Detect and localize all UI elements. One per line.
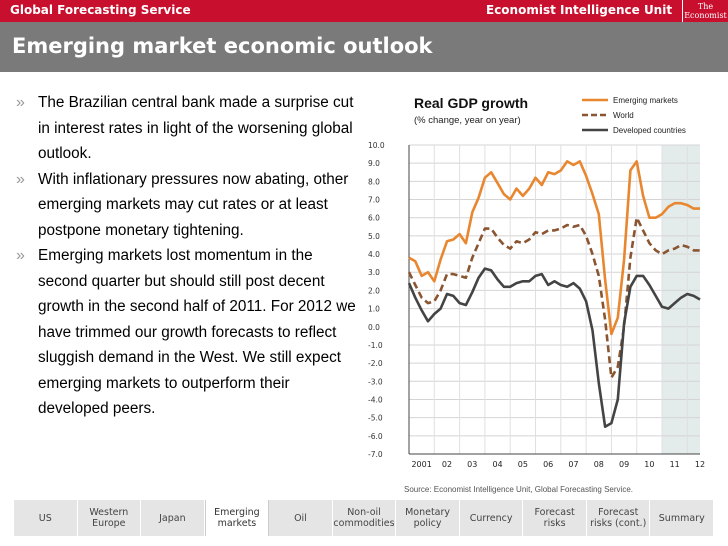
x-tick-label: 05: [518, 460, 528, 469]
x-tick-label: 02: [442, 460, 452, 469]
nav-tab-forecast-risks-cont[interactable]: Forecast risks (cont.): [587, 500, 651, 536]
nav-tab-monetary-policy[interactable]: Monetary policy: [396, 500, 460, 536]
legend-label: World: [613, 111, 634, 120]
bullet-item: » With inflationary pressures now abating…: [16, 167, 356, 244]
gdp-chart: 10.0 9.0 8.0 7.0 6.0 5.0 4.0 3.0 2.0 1.0 0.0 -1.0 -2…: [368, 95, 705, 494]
series-line-developed-countries: [407, 267, 701, 428]
y-tick-label: -6.0: [368, 432, 383, 441]
chart-subtitle: (% change, year on year): [414, 115, 521, 126]
y-tick-label: 5.0: [368, 232, 380, 241]
y-tick-label: 3.0: [368, 268, 380, 277]
unit-name: Economist Intelligence Unit: [486, 3, 673, 17]
bullet-list: » The Brazilian central bank made a surpr…: [16, 90, 356, 422]
bullet-text: The Brazilian central bank made a surpri…: [38, 94, 354, 162]
title-bar: Emerging market economic outlook: [0, 22, 728, 72]
bullet-mark: »: [16, 94, 25, 111]
slide-title: Emerging market economic outlook: [12, 34, 433, 58]
y-tick-label: 9.0: [368, 159, 380, 168]
y-tick-label: 10.0: [368, 141, 385, 150]
chart-source: Source: Economist Intelligence Unit, Glo…: [404, 485, 633, 494]
service-name: Global Forecasting Service: [10, 3, 191, 17]
x-tick-label: 09: [619, 460, 629, 469]
x-tick-label: 11: [670, 460, 680, 469]
bullet-text: With inflationary pressures now abating,…: [38, 170, 349, 239]
nav-tab-oil[interactable]: Oil: [269, 500, 333, 536]
y-tick-label: 1.0: [368, 305, 380, 314]
y-tick-label: -2.0: [368, 359, 383, 368]
x-tick-label: 10: [644, 460, 654, 469]
nav-tab-us[interactable]: US: [14, 500, 78, 536]
logo-line2: Economist: [684, 11, 727, 20]
nav-tab-non-oil-commodities[interactable]: Non-oil commodities: [333, 500, 397, 536]
x-tick-label: 2001: [411, 460, 431, 469]
x-tick-label: 04: [492, 460, 502, 469]
x-tick-label: 06: [543, 460, 553, 469]
y-tick-label: -7.0: [368, 450, 383, 459]
y-tick-label: -1.0: [368, 341, 383, 350]
y-tick-label: 8.0: [368, 177, 380, 186]
y-tick-label: 2.0: [368, 286, 380, 295]
y-tick-label: -3.0: [368, 377, 383, 386]
chart-title: Real GDP growth: [414, 95, 528, 111]
bullet-mark: »: [16, 247, 25, 264]
bullet-item: » Emerging markets lost momentum in the s…: [16, 243, 356, 422]
series-line-emerging-markets: [408, 160, 700, 336]
y-tick-label: 7.0: [368, 196, 380, 205]
y-tick-label: 6.0: [368, 214, 380, 223]
nav-tab-forecast-risks[interactable]: Forecast risks: [523, 500, 587, 536]
header-bar: Global Forecasting Service Economist Int…: [0, 0, 728, 22]
series-line-world: [407, 216, 700, 379]
section-nav: US Western Europe Japan Emerging markets Oil…: [14, 500, 715, 536]
bullet-item: » The Brazilian central bank made a surpr…: [16, 90, 356, 167]
y-tick-label: -4.0: [368, 395, 383, 404]
nav-tab-summary[interactable]: Summary: [650, 500, 715, 536]
economist-logo: The Economist: [682, 0, 728, 22]
y-tick-label: 0.0: [368, 323, 380, 332]
bullet-text: Emerging markets lost momentum in the se…: [38, 247, 356, 417]
nav-tab-japan[interactable]: Japan: [141, 500, 205, 536]
x-tick-label: 07: [568, 460, 578, 469]
nav-tab-emerging-markets[interactable]: Emerging markets: [204, 500, 270, 536]
y-tick-label: -5.0: [368, 414, 383, 423]
legend-label: Developed countries: [613, 126, 686, 135]
forecast-shading: [662, 145, 700, 454]
logo-line1: The: [697, 2, 714, 11]
legend-label: Emerging markets: [613, 96, 678, 105]
x-tick-label: 08: [594, 460, 604, 469]
bullet-mark: »: [16, 170, 25, 188]
nav-tab-western-europe[interactable]: Western Europe: [78, 500, 142, 536]
x-tick-label: 12: [695, 460, 705, 469]
nav-tab-currency[interactable]: Currency: [460, 500, 524, 536]
x-tick-label: 03: [467, 460, 477, 469]
y-tick-label: 4.0: [368, 250, 380, 259]
